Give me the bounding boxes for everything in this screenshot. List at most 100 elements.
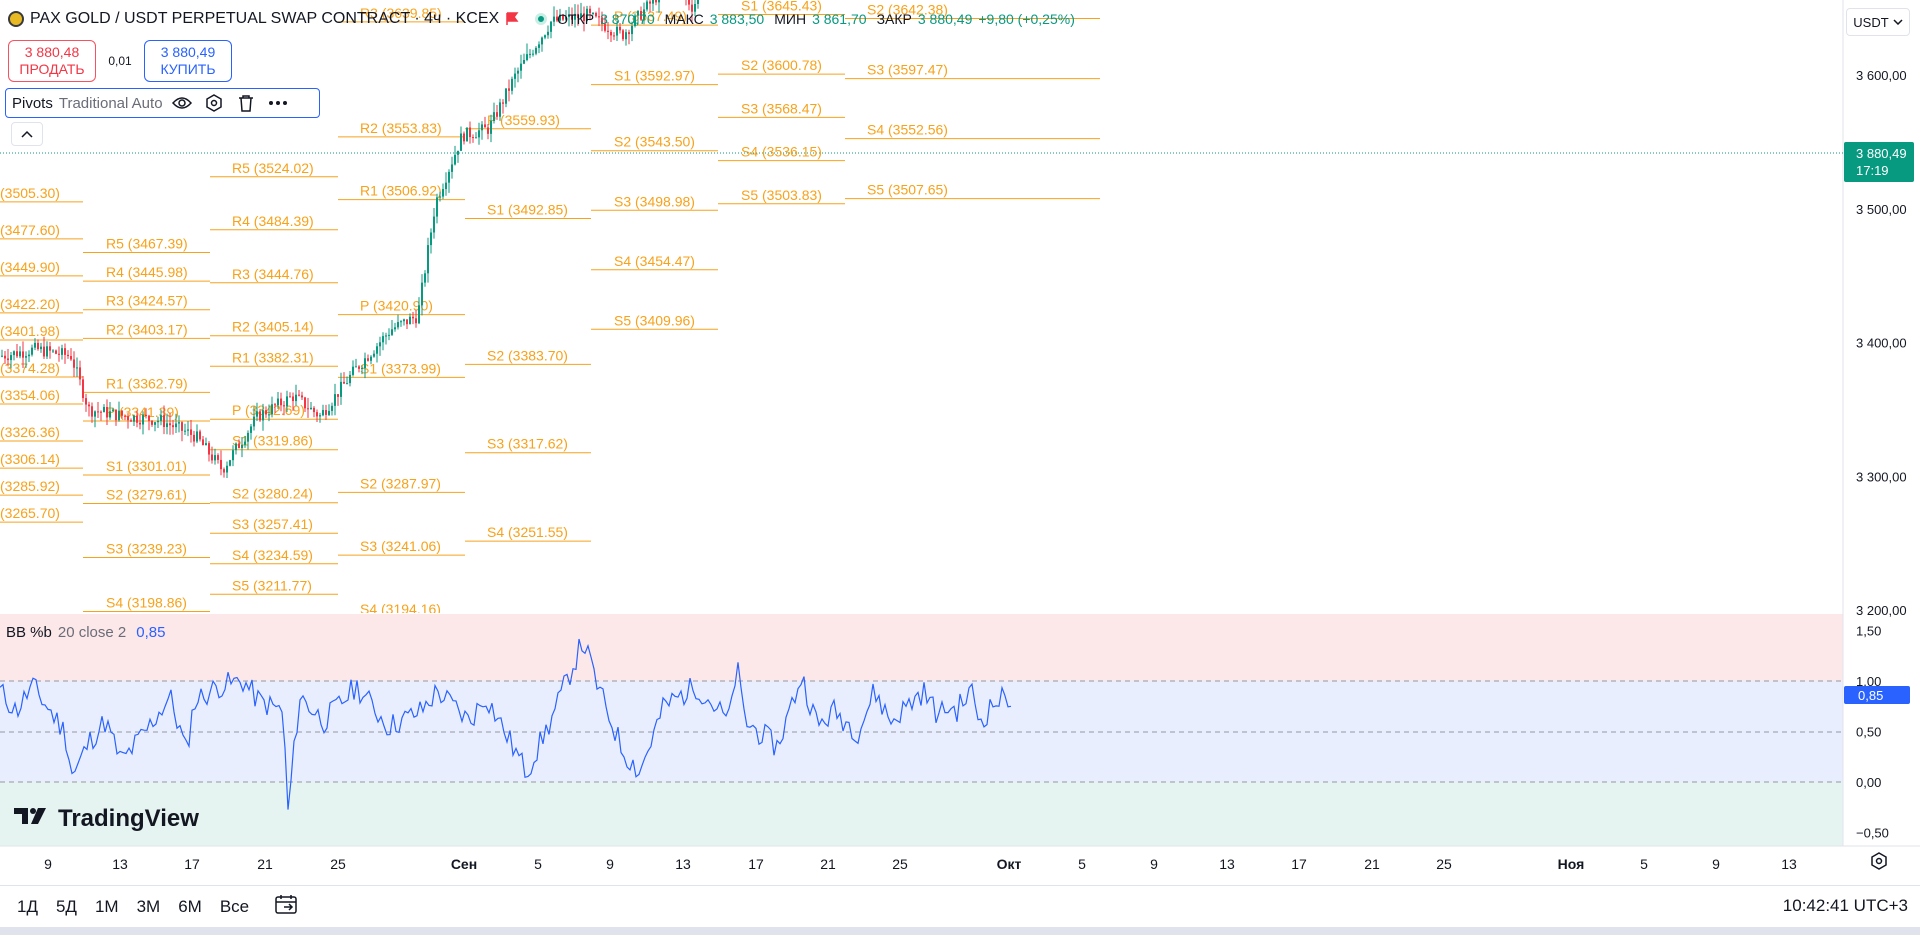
candle-body (535, 47, 537, 54)
candle-body (421, 282, 423, 306)
candle-body (418, 305, 420, 324)
open-label: ОТКР (557, 11, 595, 27)
candle-body (442, 189, 444, 197)
pivot-label: (3306.14) (0, 451, 60, 467)
osc-scale[interactable]: 1,50 1,00 0,50 0,00 −0,50 (1856, 624, 1889, 841)
sell-button[interactable]: 3 880,48 ПРОДАТЬ (8, 40, 96, 82)
settings-icon[interactable] (201, 92, 227, 114)
time-tick: 25 (330, 856, 346, 872)
candle-body (622, 30, 624, 40)
tradingview-logo[interactable]: TradingView (14, 805, 199, 833)
candle-body (691, 4, 693, 12)
candle-body (28, 354, 30, 357)
symbol-title[interactable]: PAX GOLD / USDT PERPETUAL SWAP CONTRACT … (30, 10, 500, 27)
pivot-label: R1 (3362.79) (106, 375, 188, 391)
candle-body (157, 420, 159, 423)
candle-body (406, 319, 408, 325)
candle-body (415, 318, 417, 324)
pivot-label: (3477.60) (0, 222, 60, 238)
candle-body (589, 8, 591, 14)
pivot-label: S3 (3317.62) (487, 436, 568, 452)
pivot-label: R2 (3403.17) (106, 321, 188, 337)
more-icon[interactable] (265, 92, 291, 114)
candle-body (655, 0, 657, 3)
buy-label: КУПИТЬ (160, 61, 216, 77)
candle-body (538, 44, 540, 48)
candle-body (319, 415, 321, 417)
collapse-legend-button[interactable] (11, 122, 43, 146)
candle-body (658, 0, 660, 3)
candle-body (367, 358, 369, 361)
candle-body (541, 37, 543, 45)
pivot-label: S1 (3592.97) (614, 68, 695, 84)
eye-icon[interactable] (169, 92, 195, 114)
spread-value: 0,01 (108, 54, 132, 68)
candle-body (187, 429, 189, 431)
candle-body (403, 319, 405, 322)
bottom-strip (0, 927, 1920, 935)
time-tick: 9 (1712, 856, 1720, 872)
range-6m[interactable]: 6М (178, 896, 202, 916)
candle-body (619, 26, 621, 31)
candle-body (574, 13, 576, 20)
candle-body (52, 350, 54, 352)
clock[interactable]: 10:42:41 UTC+3 (1782, 896, 1908, 915)
pivot-label: S2 (3642.38) (867, 2, 948, 18)
candle-body (280, 398, 282, 406)
candle-body (379, 342, 381, 347)
candle-body (1, 355, 3, 357)
calendar-icon[interactable] (274, 893, 298, 921)
range-3m[interactable]: 3М (136, 896, 161, 916)
candle-body (136, 415, 138, 423)
candle-body (313, 407, 315, 413)
market-status-icon[interactable] (535, 13, 548, 25)
candle-body (19, 351, 21, 357)
price-scale[interactable]: 4 000,003 900,003 800,003 700,003 600,00… (1856, 0, 1907, 618)
last-price-badge (1844, 142, 1914, 182)
pivot-label: P (3559.93) (487, 112, 560, 128)
candle-body (346, 383, 348, 385)
candle-body (265, 410, 267, 415)
candle-body (487, 127, 489, 134)
osc-value: 0,85 (136, 624, 166, 641)
time-tick: 17 (748, 856, 764, 872)
candle-body (697, 0, 699, 4)
candle-body (490, 120, 492, 134)
candle-body (76, 367, 78, 369)
bb-percent-b-line (0, 638, 1012, 810)
pivot-label: S4 (3251.55) (487, 524, 568, 540)
currency-select[interactable]: USDT (1846, 8, 1910, 36)
range-1d[interactable]: 1Д (17, 896, 38, 916)
range-5d[interactable]: 5Д (55, 896, 77, 916)
range-1m[interactable]: 1М (94, 896, 119, 916)
high-value: 3 883,50 (709, 11, 765, 27)
candle-body (295, 394, 297, 402)
low-value: 3 861,70 (812, 11, 867, 27)
pivot-label: S1 (3492.85) (487, 201, 568, 217)
buy-button[interactable]: 3 880,49 КУПИТЬ (144, 40, 232, 82)
flag-icon[interactable] (505, 12, 519, 26)
pivot-label: S2 (3543.50) (614, 134, 695, 150)
pivot-label: S1 (3373.99) (360, 360, 441, 376)
time-axis[interactable]: 9 13 17 21 25 Сен 5 9 13 17 21 25 Окт 5 9 13 17 21 25 Ноя 5 9… (44, 856, 1797, 872)
oscillator-legend[interactable]: BB %b 20 close 2 0,85 (6, 624, 165, 641)
range-all[interactable]: Все (219, 896, 250, 916)
candle-body (88, 404, 90, 407)
candle-body (133, 415, 135, 422)
candle-body (247, 432, 249, 442)
candle-body (229, 460, 231, 466)
osc-oversold-band (0, 782, 1843, 846)
pivot-levels: (3505.30) (3477.60) (3449.90) (3422.20) (340… (0, 0, 1100, 613)
candle-body (385, 335, 387, 337)
trash-icon[interactable] (233, 92, 259, 114)
candle-body (97, 411, 99, 413)
chart-settings-icon[interactable] (1870, 852, 1888, 875)
candle-body (139, 422, 141, 425)
time-tick: 9 (44, 856, 52, 872)
high-label: МАКС (664, 11, 704, 27)
candle-body (652, 0, 654, 4)
candle-body (127, 416, 129, 421)
pivots-legend[interactable]: Pivots Traditional Auto (5, 88, 320, 118)
candle-body (232, 450, 234, 461)
